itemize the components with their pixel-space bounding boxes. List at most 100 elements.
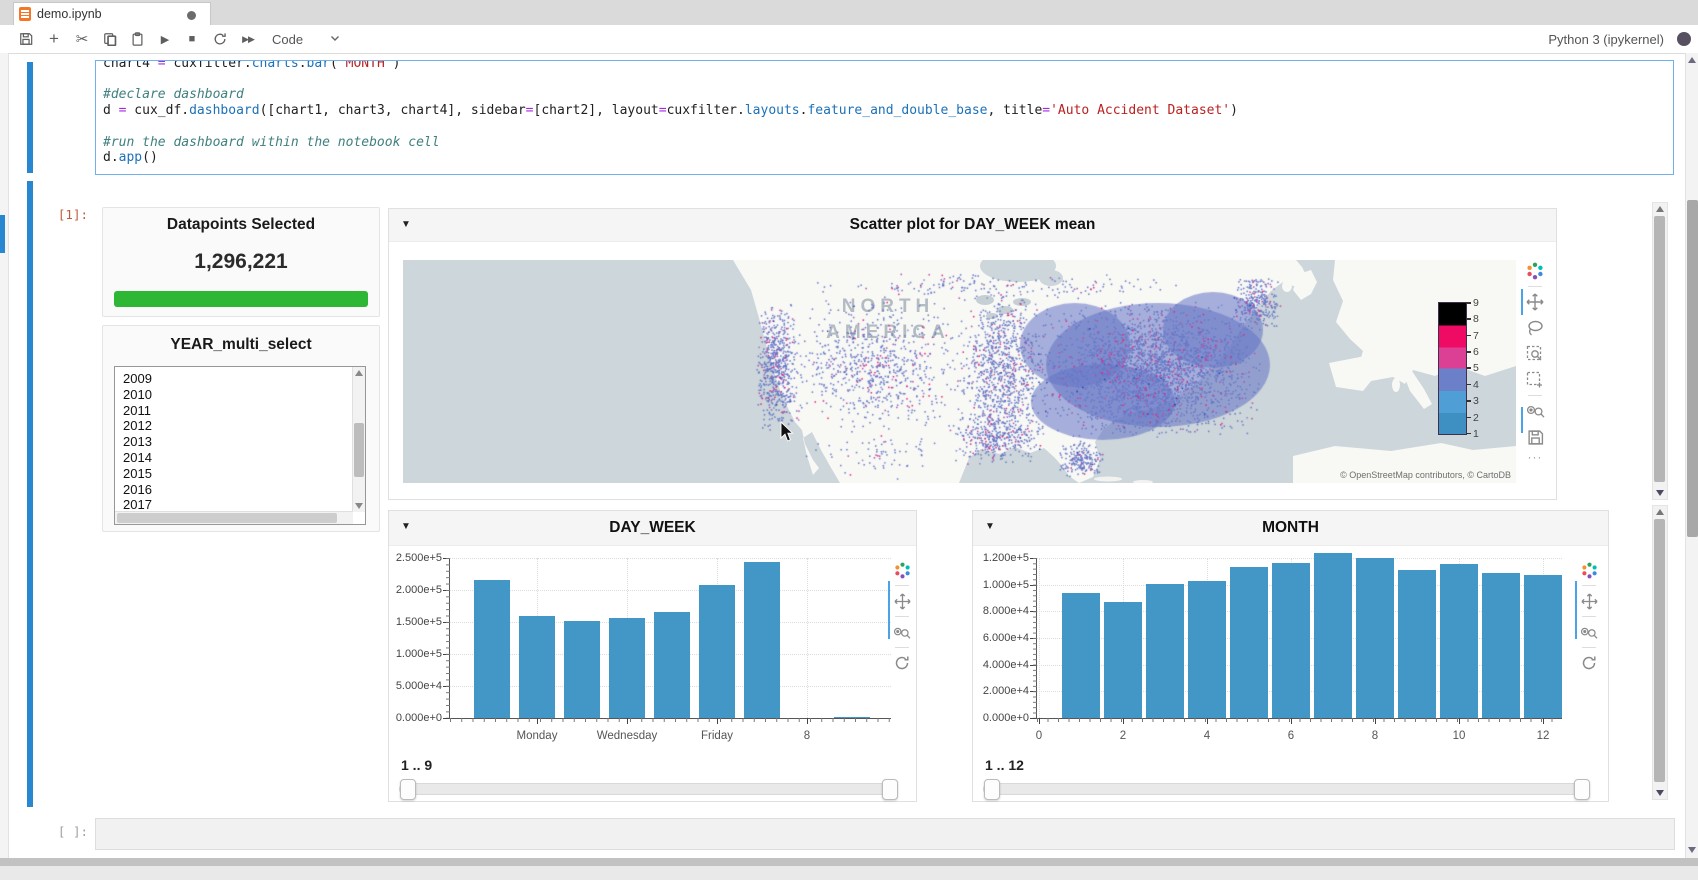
collapse-caret-icon[interactable]: ▼ <box>985 521 995 532</box>
y-tick-label: 6.000e+4 <box>982 632 1029 644</box>
bar[interactable] <box>564 620 600 718</box>
scroll-up-icon[interactable] <box>355 370 363 376</box>
year-option[interactable]: 2012 <box>123 418 152 434</box>
year-option[interactable]: 2015 <box>123 465 152 481</box>
slider-handle-left[interactable] <box>984 779 1000 800</box>
listbox-hscrollbar[interactable] <box>115 511 353 524</box>
code-editor[interactable]: chart4 = cuxfilter.charts.bar('MONTH') #… <box>103 60 1238 166</box>
bar[interactable] <box>1104 602 1142 718</box>
inspect-neighbors-tool-icon[interactable] <box>1579 622 1599 642</box>
box-zoom-tool-icon[interactable] <box>1525 344 1545 364</box>
day-week-range-slider[interactable] <box>399 779 898 800</box>
year-option[interactable]: 2013 <box>123 434 152 450</box>
output-cell-collapser[interactable] <box>27 181 33 807</box>
bar[interactable] <box>519 615 555 718</box>
stop-kernel-icon[interactable]: ■ <box>188 33 196 45</box>
cut-cells-icon[interactable]: ✂ <box>75 31 89 48</box>
bar[interactable] <box>1440 564 1478 718</box>
pan-tool-icon[interactable] <box>892 591 912 611</box>
year-option[interactable]: 2010 <box>123 386 152 402</box>
bokeh-logo-icon[interactable] <box>1525 261 1545 281</box>
notebook-tab[interactable]: demo.ipynb <box>13 2 211 26</box>
reset-tool-icon[interactable] <box>892 653 912 673</box>
scroll-down-icon[interactable] <box>1656 490 1664 496</box>
bokeh-logo-icon[interactable] <box>892 560 912 580</box>
bar[interactable] <box>1188 580 1226 718</box>
box-select-tool-icon[interactable] <box>1525 370 1545 390</box>
scroll-thumb[interactable] <box>1654 519 1665 782</box>
scroll-up-icon[interactable] <box>1656 206 1664 212</box>
bar[interactable] <box>1062 592 1100 718</box>
add-cell-icon[interactable]: + <box>49 29 59 48</box>
year-option[interactable]: 2014 <box>123 450 152 465</box>
scroll-thumb[interactable] <box>1654 216 1665 482</box>
bar[interactable] <box>699 584 735 718</box>
restart-kernel-icon[interactable] <box>208 28 232 50</box>
bar[interactable] <box>1146 584 1184 718</box>
bar[interactable] <box>1398 570 1436 718</box>
map-attribution[interactable]: © OpenStreetMap contributors, © CartoDB <box>1340 470 1511 480</box>
notebook-scrollbar[interactable] <box>1685 53 1698 858</box>
year-option[interactable]: 2011 <box>123 402 151 418</box>
empty-code-cell[interactable] <box>95 818 1675 850</box>
copy-cells-icon[interactable] <box>98 28 122 50</box>
bar[interactable] <box>1356 558 1394 718</box>
chevron-down-icon[interactable] <box>330 34 340 42</box>
pan-tool-icon[interactable] <box>1525 292 1545 312</box>
inspect-neighbors-tool-icon[interactable] <box>892 622 912 642</box>
scroll-down-icon[interactable] <box>355 503 363 509</box>
more-tools-icon[interactable]: ··· <box>1527 450 1543 464</box>
listbox-hscroll-thumb[interactable] <box>117 513 337 523</box>
slider-handle-right[interactable] <box>882 779 898 800</box>
reset-tool-icon[interactable] <box>1579 653 1599 673</box>
year-option[interactable]: 2016 <box>123 481 152 497</box>
restart-run-all-icon[interactable]: ▶▶ <box>242 33 255 44</box>
year-option[interactable]: 2009 <box>123 371 152 386</box>
slider-handle-right[interactable] <box>1574 779 1590 800</box>
bar[interactable] <box>1314 553 1352 718</box>
collapse-caret-icon[interactable]: ▼ <box>401 219 411 230</box>
listbox-vscroll-thumb[interactable] <box>354 423 364 477</box>
bar[interactable] <box>1230 567 1268 718</box>
scroll-up-icon[interactable] <box>1656 509 1664 515</box>
year-multi-select-listbox[interactable]: 2009 2010 2011 2012 2013 2014 2015 2016 2017 <box>114 366 366 525</box>
save-icon[interactable] <box>14 28 38 50</box>
paste-cells-icon[interactable] <box>125 28 149 50</box>
bar[interactable] <box>834 716 870 718</box>
kernel-name-label[interactable]: Python 3 (ipykernel) <box>1548 32 1664 47</box>
month-range-slider[interactable] <box>983 779 1590 800</box>
bar[interactable] <box>1524 574 1562 718</box>
scroll-down-icon[interactable] <box>1656 790 1664 796</box>
bar[interactable] <box>474 580 510 718</box>
inspect-neighbors-tool-icon[interactable] <box>1525 401 1545 421</box>
month-plot[interactable]: 1.200e+5 1.000e+5 8.000e+4 6.000e+4 4.000e+4… <box>983 552 1562 742</box>
colorbar-tick <box>1466 334 1471 337</box>
bar[interactable] <box>1272 563 1310 718</box>
cell-type-select[interactable]: Code <box>272 32 304 47</box>
save-tool-icon[interactable] <box>1525 427 1545 447</box>
scroll-down-icon[interactable] <box>1688 847 1696 853</box>
code-cell[interactable]: chart4 = cuxfilter.charts.bar('MONTH') #… <box>95 60 1674 175</box>
collapse-caret-icon[interactable]: ▼ <box>401 521 411 532</box>
year-option[interactable]: 2017 <box>123 497 152 513</box>
bar[interactable] <box>609 617 645 718</box>
lasso-select-tool-icon[interactable] <box>1525 318 1545 338</box>
input-cell-collapser[interactable] <box>27 62 33 173</box>
day-week-plot[interactable]: 2.500e+5 2.000e+5 1.500e+5 1.000e+5 5.000e+4… <box>396 552 891 742</box>
bar[interactable] <box>744 561 780 718</box>
unsaved-dot-icon[interactable] <box>187 11 196 20</box>
execution-count-label: [1]: <box>57 207 88 222</box>
run-cell-icon[interactable]: ▶ <box>160 33 170 46</box>
pan-tool-icon[interactable] <box>1579 591 1599 611</box>
bar[interactable] <box>1482 572 1520 718</box>
bokeh-logo-icon[interactable] <box>1579 560 1599 580</box>
scroll-thumb[interactable] <box>1687 200 1698 537</box>
scroll-up-icon[interactable] <box>1688 57 1696 63</box>
bar[interactable] <box>654 611 690 718</box>
dashboard-scrollbar-upper[interactable] <box>1652 202 1668 500</box>
y-tick-label: 1.000e+5 <box>395 648 442 660</box>
listbox-vscrollbar[interactable] <box>352 367 365 512</box>
slider-handle-left[interactable] <box>400 779 416 800</box>
dashboard-scrollbar-lower[interactable] <box>1652 505 1668 800</box>
